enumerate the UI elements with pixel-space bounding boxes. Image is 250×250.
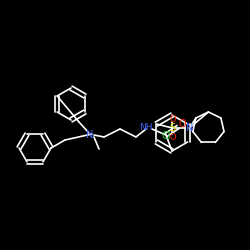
Text: N: N (86, 130, 94, 140)
Text: O: O (178, 119, 186, 129)
Text: Cl: Cl (162, 131, 171, 141)
Text: O: O (169, 114, 176, 124)
Text: S: S (169, 123, 175, 133)
Text: O: O (169, 132, 176, 141)
Text: NH: NH (139, 124, 153, 132)
Text: N: N (186, 123, 193, 133)
